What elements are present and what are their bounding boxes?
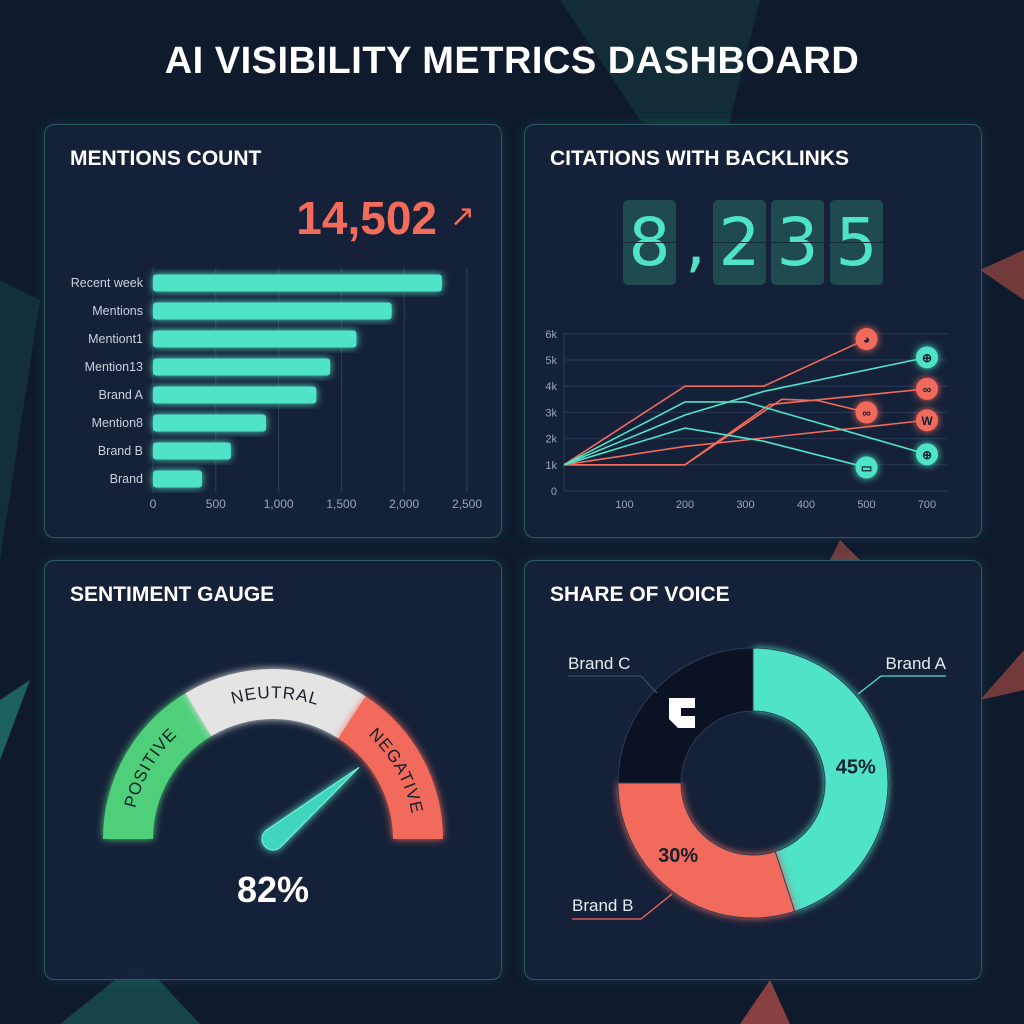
callout-line bbox=[568, 675, 658, 694]
x-tick-label: 0 bbox=[150, 497, 157, 511]
bar bbox=[153, 386, 317, 404]
digit-comma: , bbox=[685, 204, 706, 281]
x-tick-label: 2,000 bbox=[389, 497, 419, 511]
donut-slice bbox=[617, 647, 754, 784]
series-end-marker bbox=[855, 456, 878, 479]
browser-window-icon: ▭ bbox=[861, 461, 872, 475]
series-line bbox=[564, 398, 867, 466]
series-end-marker bbox=[916, 443, 938, 466]
flip-digit: 2 bbox=[713, 200, 766, 285]
category-label: Brand A bbox=[99, 388, 144, 402]
brand-c-logo-icon bbox=[669, 698, 695, 728]
sentiment-panel: SENTIMENT GAUGE POSITIVE NEUTRAL NEGATIVE … bbox=[44, 560, 502, 980]
globe-icon: ◕ bbox=[863, 333, 870, 347]
category-label: Mention8 bbox=[92, 416, 143, 430]
y-tick-label: 6k bbox=[545, 329, 557, 341]
bar bbox=[153, 442, 231, 460]
series-end-marker bbox=[916, 346, 938, 369]
page-title: AI VISIBILITY METRICS DASHBOARD bbox=[164, 40, 860, 82]
slice-label: Brand A bbox=[886, 654, 947, 673]
slice-value-label: 30% bbox=[658, 845, 698, 867]
x-tick-label: 200 bbox=[676, 499, 694, 511]
negative-segment bbox=[338, 696, 443, 839]
category-label: Mentiont1 bbox=[88, 332, 143, 346]
mentions-bar-chart: 0 500 1,000 1,500 2,000 2,500 Recent week Menti… bbox=[71, 267, 482, 511]
bar bbox=[153, 414, 267, 432]
x-tick-label: 700 bbox=[918, 499, 936, 511]
y-tick-label: 4k bbox=[545, 381, 557, 393]
mentions-total: 14,502 bbox=[296, 192, 437, 244]
series-line bbox=[563, 419, 928, 466]
mentions-count-panel: MENTIONS COUNT 14,502 ↗ 0 500 1,000 1,500 2,… bbox=[44, 124, 502, 538]
x-tick-label: 100 bbox=[615, 499, 633, 511]
gauge-needle bbox=[261, 766, 360, 851]
donut-slice bbox=[617, 782, 796, 919]
panel-title: SENTIMENT GAUGE bbox=[70, 583, 275, 606]
category-label: Mention13 bbox=[85, 360, 143, 374]
panel-title: MENTIONS COUNT bbox=[70, 147, 262, 170]
series-end-marker bbox=[916, 377, 938, 400]
x-tick-label: 2,500 bbox=[452, 497, 482, 511]
category-label: Mentions bbox=[92, 304, 143, 318]
panel-title: SHARE OF VOICE bbox=[550, 583, 730, 606]
y-tick-label: 2k bbox=[545, 434, 557, 446]
series-line bbox=[563, 338, 867, 466]
chain-link-icon: ∞ bbox=[923, 382, 932, 396]
share-of-voice-panel: SHARE OF VOICE 45% 30% Brand A Brand B Brand… bbox=[524, 560, 982, 980]
x-tick-label: 500 bbox=[857, 499, 875, 511]
gauge-value: 82% bbox=[236, 869, 310, 910]
neutral-segment bbox=[185, 669, 366, 739]
y-tick-label: 1k bbox=[545, 460, 557, 472]
bar bbox=[153, 330, 357, 348]
citations-line-chart: 0 1k 2k 3k 4k 5k 6k 100 200 300 400 500 700 ◕ ⊕ ∞ ∞ W ⊕ ▭ bbox=[545, 328, 947, 511]
citations-panel: CITATIONS WITH BACKLINKS 8 , 2 3 5 0 1k 2k… bbox=[524, 124, 982, 538]
bar bbox=[153, 302, 392, 320]
flip-digit: 5 bbox=[830, 200, 883, 285]
category-label: Recent week bbox=[71, 276, 144, 290]
y-tick-label: 0 bbox=[551, 486, 557, 498]
category-label: Brand bbox=[110, 472, 143, 486]
series-line bbox=[563, 356, 928, 466]
positive-segment bbox=[103, 693, 212, 839]
slice-value-label: 45% bbox=[836, 757, 876, 779]
globe-grid-icon: ⊕ bbox=[922, 351, 932, 365]
flip-digit: 3 bbox=[771, 200, 824, 285]
link-icon: ∞ bbox=[862, 406, 871, 420]
series-line bbox=[563, 427, 867, 469]
donut-slice bbox=[752, 647, 889, 913]
x-tick-label: 1,500 bbox=[326, 497, 356, 511]
bar bbox=[153, 274, 442, 292]
series-end-marker bbox=[916, 409, 938, 432]
share-donut-chart: 45% 30% Brand A Brand B Brand C bbox=[568, 647, 947, 920]
panel-title: CITATIONS WITH BACKLINKS bbox=[550, 147, 850, 170]
series-line bbox=[563, 401, 928, 466]
globe-grid-icon: ⊕ bbox=[922, 448, 932, 462]
y-tick-label: 5k bbox=[545, 355, 557, 367]
callout-line bbox=[572, 893, 673, 920]
slice-label: Brand B bbox=[572, 896, 633, 915]
slice-label: Brand C bbox=[568, 654, 630, 673]
series-end-marker bbox=[855, 401, 878, 424]
series-end-marker bbox=[855, 328, 878, 351]
arrow-up-right-icon: ↗ bbox=[449, 200, 475, 233]
x-tick-label: 1,000 bbox=[264, 497, 294, 511]
wordpress-icon: W bbox=[921, 414, 933, 428]
bar bbox=[153, 358, 331, 376]
callout-line bbox=[857, 675, 946, 695]
x-tick-label: 400 bbox=[797, 499, 815, 511]
category-label: Brand B bbox=[98, 444, 143, 458]
x-tick-label: 500 bbox=[206, 497, 226, 511]
y-tick-label: 3k bbox=[545, 407, 557, 419]
bar bbox=[153, 470, 202, 488]
x-tick-label: 300 bbox=[736, 499, 754, 511]
flip-digit: 8 bbox=[623, 200, 676, 285]
